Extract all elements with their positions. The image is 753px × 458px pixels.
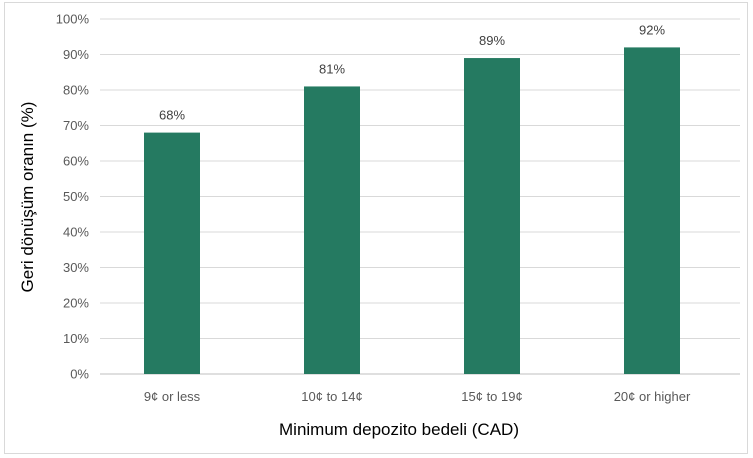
y-tick-label: 70% xyxy=(63,118,89,133)
y-tick-label: 20% xyxy=(63,296,89,311)
y-tick-label: 80% xyxy=(63,83,89,98)
y-tick-label: 10% xyxy=(63,331,89,346)
y-tick-label: 60% xyxy=(63,154,89,169)
x-tick-label: 15¢ to 19¢ xyxy=(461,389,522,404)
y-tick-label: 100% xyxy=(56,12,90,27)
x-axis-ticks: 9¢ or less 10¢ to 14¢ 15¢ to 19¢ 20¢ or hig… xyxy=(144,389,691,404)
x-tick-label: 10¢ to 14¢ xyxy=(301,389,362,404)
y-axis-ticks: 0% 10% 20% 30% 40% 50% 60% 70% 80% 90% 100% xyxy=(56,12,90,382)
bar xyxy=(304,86,360,374)
y-axis-title: Geri dönüşüm oranın (%) xyxy=(18,102,37,293)
x-tick-label: 9¢ or less xyxy=(144,389,201,404)
y-tick-label: 40% xyxy=(63,225,89,240)
y-tick-label: 0% xyxy=(70,367,89,382)
y-tick-label: 90% xyxy=(63,47,89,62)
y-tick-label: 30% xyxy=(63,260,89,275)
data-label: 81% xyxy=(319,61,345,76)
y-tick-label: 50% xyxy=(63,189,89,204)
x-axis-title: Minimum depozito bedeli (CAD) xyxy=(279,420,519,439)
bar xyxy=(144,132,200,374)
data-label: 68% xyxy=(159,108,185,123)
x-tick-label: 20¢ or higher xyxy=(614,389,691,404)
data-label: 92% xyxy=(639,22,665,37)
bar xyxy=(624,47,680,375)
data-labels: 68% 81% 89% 92% xyxy=(159,22,665,122)
data-label: 89% xyxy=(479,33,505,48)
bars xyxy=(144,47,680,375)
bar xyxy=(464,58,520,375)
